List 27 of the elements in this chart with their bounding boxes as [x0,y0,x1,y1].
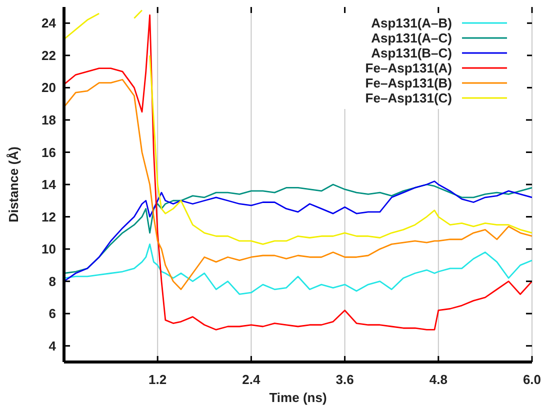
y-tick-label: 10 [42,242,56,257]
line-series [64,244,532,295]
x-tick-label: 2.4 [242,372,262,387]
line-series [64,78,532,290]
y-tick-label: 4 [48,338,57,354]
legend-label: Asp131(A–C) [371,30,452,46]
x-tick-label: 4.8 [429,372,448,387]
y-tick-label: 12 [42,209,56,224]
y-tick-label: 22 [42,48,56,63]
legend-label: Fe–Asp131(C) [365,90,452,106]
y-tick-label: 24 [42,16,57,31]
legend-label: Fe–Asp131(B) [365,76,452,91]
x-tick-label: 6.0 [522,372,542,387]
x-tick-label: 3.6 [336,372,354,387]
legend-label: Asp131(B–C) [371,46,452,61]
y-tick-label: 20 [42,80,56,96]
x-axis-title: Time (ns) [269,390,327,405]
y-tick-label: 18 [42,112,56,128]
y-tick-label: 16 [42,144,56,160]
x-tick-label: 1.2 [148,372,167,387]
legend-label: Fe–Asp131(A) [365,60,452,76]
y-axis-title: Distance (Å) [6,146,21,222]
y-tick-label: 8 [48,274,56,289]
y-tick-label: 14 [42,177,57,192]
legend-label: Asp131(A–B) [371,16,452,31]
line-series [64,14,532,330]
y-tick-label: 6 [48,306,56,322]
